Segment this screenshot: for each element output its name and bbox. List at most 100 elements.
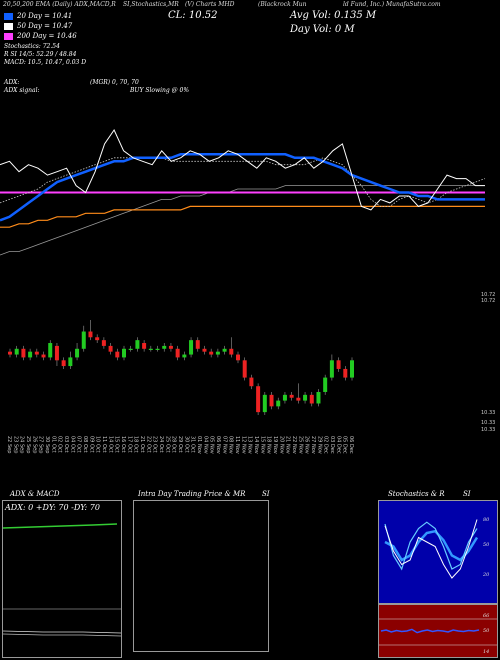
date-tick-label: 10 Oct bbox=[95, 436, 101, 453]
stoch-white-line bbox=[384, 519, 478, 579]
date-tick-label: 19 Nov bbox=[272, 436, 278, 454]
intraday-panel-si: SI bbox=[262, 490, 270, 498]
candle-body bbox=[28, 351, 33, 358]
date-tick-label: 21 Nov bbox=[285, 436, 291, 454]
date-tick-label: 04 Oct bbox=[69, 436, 75, 453]
candle-body bbox=[68, 357, 73, 367]
stochastics-plot: 80 50 20 bbox=[384, 517, 490, 579]
date-tick-label: 14 Oct bbox=[107, 436, 113, 453]
date-tick-label: 03 Dec bbox=[329, 436, 335, 454]
candle-body bbox=[296, 397, 301, 401]
candle-body bbox=[175, 348, 180, 358]
header-strip: 20,50,200 EMA (Daily) ADX,MACD,R SI,Stoc… bbox=[3, 1, 497, 9]
rsi-readout: R SI 14/5: 52.29 / 48.84 bbox=[4, 51, 77, 58]
candle-body bbox=[316, 391, 321, 404]
date-tick-label: 18 Oct bbox=[133, 436, 139, 453]
macd-line-2 bbox=[3, 633, 121, 637]
candle-body bbox=[101, 340, 106, 346]
ema50-line bbox=[0, 128, 485, 211]
rsi-tick-14: 14 bbox=[483, 649, 489, 655]
intraday-panel bbox=[133, 500, 269, 652]
header-text-5: ld Fund, Inc.) MunafaSutra.com bbox=[343, 1, 441, 8]
ema20-line bbox=[0, 153, 485, 222]
rsi-tick-50: 50 bbox=[483, 628, 490, 634]
date-tick-label: 30 Sep bbox=[44, 436, 50, 453]
candle-body bbox=[115, 351, 120, 358]
legend-swatch-white bbox=[4, 22, 13, 30]
candle-body bbox=[202, 348, 207, 352]
date-tick-label: 11 Nov bbox=[234, 436, 240, 454]
date-tick-label: 17 Oct bbox=[126, 436, 132, 453]
date-tick-label: 06 Dec bbox=[348, 436, 354, 454]
date-tick-label: 24 Sep bbox=[19, 436, 25, 453]
date-tick-label: 23 Sep bbox=[12, 436, 18, 453]
candle-body bbox=[209, 351, 214, 355]
candle-body bbox=[54, 345, 59, 361]
candle-body bbox=[182, 354, 187, 358]
date-tick-label: 22 Sep bbox=[6, 436, 12, 453]
candle-body bbox=[269, 394, 274, 407]
date-tick-label: 20 Nov bbox=[278, 436, 284, 454]
candle-body bbox=[343, 368, 348, 378]
right-label-upper-b: 10.72 bbox=[481, 298, 495, 304]
candle-body bbox=[249, 377, 254, 387]
adx-panel-lines bbox=[3, 523, 121, 637]
date-tick-label: 25 Sep bbox=[25, 436, 31, 453]
date-tick-label: 27 Nov bbox=[310, 436, 316, 454]
date-tick-label: 25 Nov bbox=[297, 436, 303, 454]
stochastics-series bbox=[384, 519, 479, 579]
rsi-tick-66: 66 bbox=[483, 613, 490, 619]
buy-signal-readout: BUY Slowing @ 0% bbox=[130, 87, 190, 94]
macd-readout: MACD: 10.5, 10.47, 0.03 D bbox=[4, 59, 87, 66]
date-tick-label: 18 Nov bbox=[266, 436, 272, 454]
stochastics-readout: Stochastics: 72.54 bbox=[4, 43, 60, 50]
date-tick-label: 22 Oct bbox=[145, 436, 151, 453]
date-tick-label: 04 Nov bbox=[202, 436, 208, 454]
orange-line bbox=[0, 205, 485, 228]
header-text-4: (Blackrock Mun bbox=[258, 1, 307, 8]
legend-label-200day: 200 Day = 10.46 bbox=[17, 32, 77, 40]
header-text-2: SI,Stochastics,MR bbox=[123, 1, 179, 8]
stoch-panel-si: SI bbox=[463, 490, 471, 498]
right-label-low-1: 10.33 bbox=[481, 410, 495, 416]
legend-swatch-magenta bbox=[4, 32, 13, 40]
price-chart: 22 Sep 23 Sep 24 Sep 25 Sep 26 Sep 27 Sep 30 S… bbox=[0, 128, 495, 454]
candle-body bbox=[350, 360, 354, 378]
candle-body bbox=[242, 360, 247, 378]
date-tick-label: 08 Oct bbox=[82, 436, 88, 453]
candle-body bbox=[128, 348, 133, 350]
candle-body bbox=[336, 360, 341, 369]
date-tick-label: 05 Nov bbox=[209, 436, 215, 454]
candle-body bbox=[276, 400, 281, 407]
ema-legend: 20 Day = 10.41 50 Day = 10.47 200 Day = … bbox=[4, 12, 77, 42]
date-tick-label: 22 Nov bbox=[291, 436, 297, 454]
stoch-panel-title: Stochastics & R bbox=[388, 490, 445, 498]
date-tick-label: 25 Oct bbox=[164, 436, 170, 453]
intraday-panel-title: Intra Day Trading Price & MR bbox=[138, 490, 246, 498]
candle-body bbox=[168, 345, 173, 349]
date-tick-label: 13 Nov bbox=[247, 436, 253, 454]
candle-body bbox=[323, 377, 328, 392]
candle-body bbox=[282, 394, 287, 401]
right-label-upper-a: 10.72 bbox=[481, 292, 495, 298]
date-tick-label: 14 Nov bbox=[253, 436, 259, 454]
stoch-k-line bbox=[384, 521, 478, 571]
date-tick-label: 03 Oct bbox=[63, 436, 69, 453]
candle-body bbox=[88, 331, 93, 338]
candle-body bbox=[289, 394, 294, 398]
header-text-3: (V) Charts MHD bbox=[185, 1, 235, 8]
rsi-line bbox=[380, 628, 480, 634]
date-tick-label: 29 Nov bbox=[316, 436, 322, 454]
date-axis: 22 Sep 23 Sep 24 Sep 25 Sep 26 Sep 27 Sep 30 S… bbox=[6, 436, 354, 454]
legend-label-20day: 20 Day = 10.41 bbox=[17, 12, 73, 20]
rsi-plot: 66 50 14 bbox=[379, 613, 497, 655]
day-volume-label: Day Vol: 0 M bbox=[290, 24, 355, 35]
date-tick-label: 01 Oct bbox=[50, 436, 56, 453]
candle-body bbox=[61, 360, 66, 367]
date-tick-label: 11 Oct bbox=[101, 436, 107, 453]
candle-body bbox=[303, 394, 308, 401]
stoch-tick-80: 80 bbox=[483, 517, 490, 523]
candle-body bbox=[155, 348, 160, 350]
date-tick-label: 07 Nov bbox=[221, 436, 227, 454]
candle-body bbox=[41, 354, 46, 358]
